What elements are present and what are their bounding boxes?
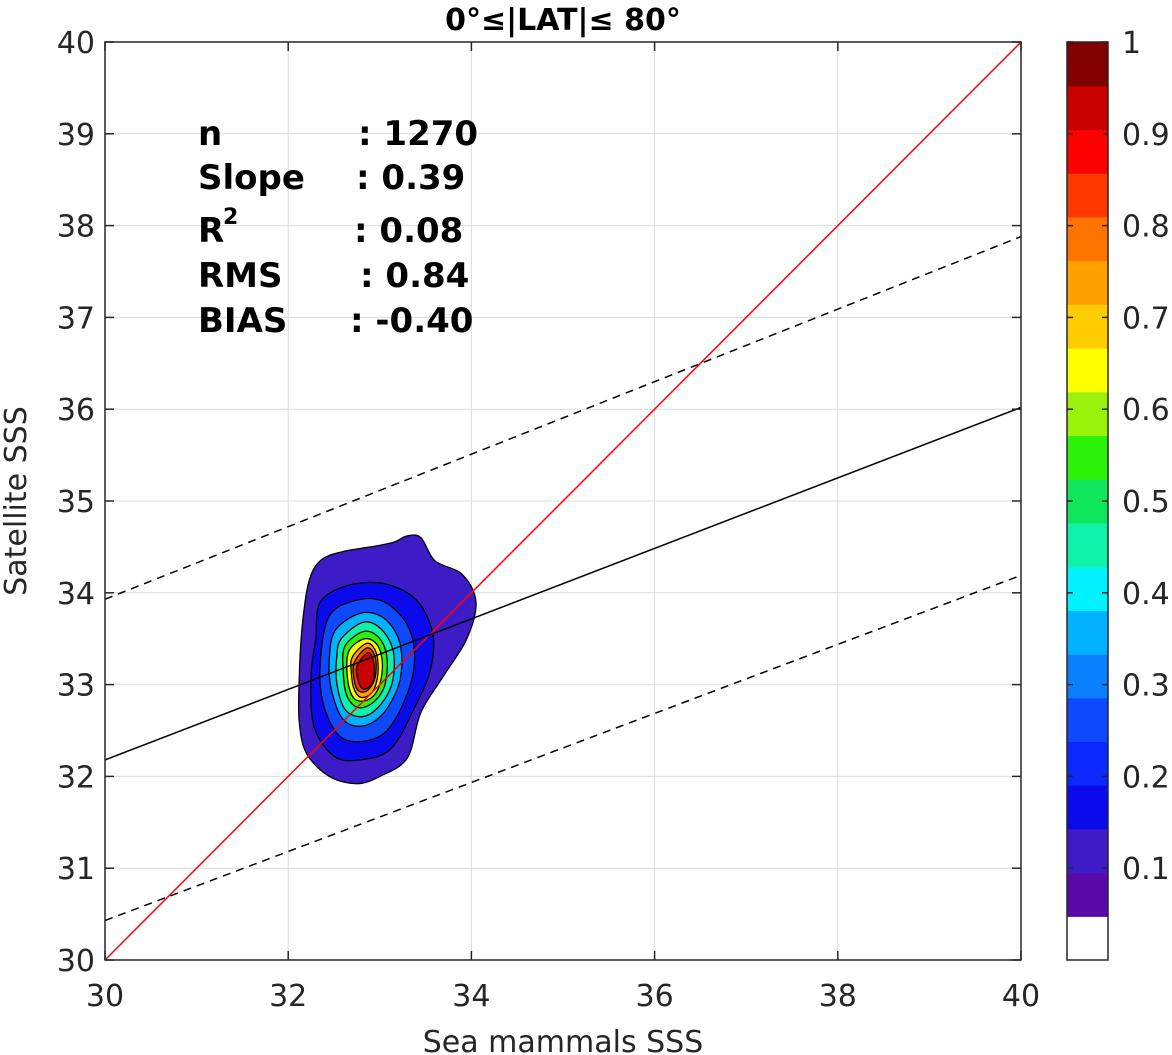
one-to-one-line [105, 42, 1021, 960]
colorbar-segment [1067, 42, 1108, 87]
colorbar-tick-label: 0.4 [1122, 577, 1170, 612]
stat-label-bias: BIAS [198, 301, 287, 341]
colorbar-tick-labels: 0.1 0.2 0.3 0.4 0.5 0.6 0.7 0.8 0.9 1 [1122, 26, 1170, 887]
y-tick-label: 36 [57, 393, 95, 428]
y-axis-label: Satellite SSS [0, 406, 34, 596]
x-tick-label: 32 [269, 979, 307, 1014]
stat-value-n: : 1270 [358, 114, 478, 154]
colorbar-segment [1067, 566, 1108, 611]
y-tick-label: 35 [57, 485, 95, 520]
colorbar-segment [1067, 610, 1108, 655]
colorbar-segment [1067, 391, 1108, 437]
y-tick-label: 39 [57, 118, 95, 153]
upper-bound-line [105, 235, 1021, 600]
colorbar-segment [1067, 741, 1108, 786]
colorbar-segment [1067, 654, 1108, 699]
stats-box: n : 1270 Slope : 0.39 R 2 : 0.08 RMS : 0… [198, 114, 478, 341]
colorbar-segment [1067, 348, 1108, 393]
colorbar-segment [1067, 85, 1108, 131]
y-tick-labels: 30 31 32 33 34 35 36 37 38 39 40 [57, 26, 95, 979]
stat-value-rms: : 0.84 [360, 256, 469, 296]
axis-ticks [104, 41, 1022, 961]
colorbar-segment [1067, 435, 1108, 480]
colorbar-segment [1067, 479, 1108, 524]
chart-title: 0°≤|LAT|≤ 80° [445, 3, 681, 38]
reference-lines [105, 42, 1021, 960]
colorbar-tick-label: 0.6 [1122, 393, 1170, 428]
y-tick-label: 37 [57, 301, 95, 336]
y-tick-label: 31 [57, 852, 95, 887]
colorbar-tick-label: 0.1 [1122, 852, 1170, 887]
stat-label-n: n [198, 114, 222, 154]
x-tick-label: 36 [636, 979, 674, 1014]
colorbar-tick-label: 0.2 [1122, 760, 1170, 795]
stat-sup-r2: 2 [223, 205, 238, 230]
colorbar-frame [1066, 41, 1109, 961]
y-tick-label: 33 [57, 669, 95, 704]
x-tick-label: 38 [819, 979, 857, 1014]
colorbar-segment [1067, 697, 1108, 743]
x-tick-label: 34 [452, 979, 490, 1014]
colorbar-segment [1067, 785, 1108, 830]
colorbar-segment [1067, 872, 1108, 917]
y-tick-label: 38 [57, 210, 95, 245]
y-tick-label: 32 [57, 760, 95, 795]
colorbar-segment [1067, 522, 1108, 568]
colorbar-tick-label: 1 [1122, 26, 1141, 61]
stat-value-slope: : 0.39 [356, 158, 465, 198]
colorbar-tick-label: 0.5 [1122, 485, 1170, 520]
stat-value-r2: : 0.08 [354, 211, 463, 251]
colorbar [1067, 41, 1108, 961]
x-tick-labels: 30 32 34 36 38 40 [86, 979, 1040, 1014]
colorbar-segment [1067, 304, 1108, 349]
colorbar-tick-label: 0.9 [1122, 118, 1170, 153]
colorbar-tick-label: 0.7 [1122, 301, 1170, 336]
grid-lines [104, 41, 1022, 961]
colorbar-segment [1067, 828, 1108, 874]
colorbar-segment [1067, 173, 1108, 218]
x-tick-label: 40 [1002, 979, 1040, 1014]
lower-bound-line [105, 574, 1021, 922]
stat-label-r2: R [198, 211, 224, 251]
stat-label-rms: RMS [198, 256, 283, 296]
y-tick-label: 34 [57, 577, 95, 612]
colorbar-segment [1067, 216, 1108, 262]
colorbar-tick-label: 0.8 [1122, 210, 1170, 245]
colorbar-tick-label: 0.3 [1122, 669, 1170, 704]
regression-line [105, 406, 1021, 761]
y-tick-label: 40 [57, 26, 95, 61]
colorbar-segment [1067, 916, 1108, 961]
colorbar-segment [1067, 260, 1108, 305]
stat-value-bias: : -0.40 [350, 301, 473, 341]
stat-label-slope: Slope [198, 158, 305, 198]
x-tick-label: 30 [86, 979, 124, 1014]
colorbar-segment [1067, 129, 1108, 174]
y-tick-label: 30 [57, 944, 95, 979]
x-axis-label: Sea mammals SSS [423, 1025, 704, 1055]
